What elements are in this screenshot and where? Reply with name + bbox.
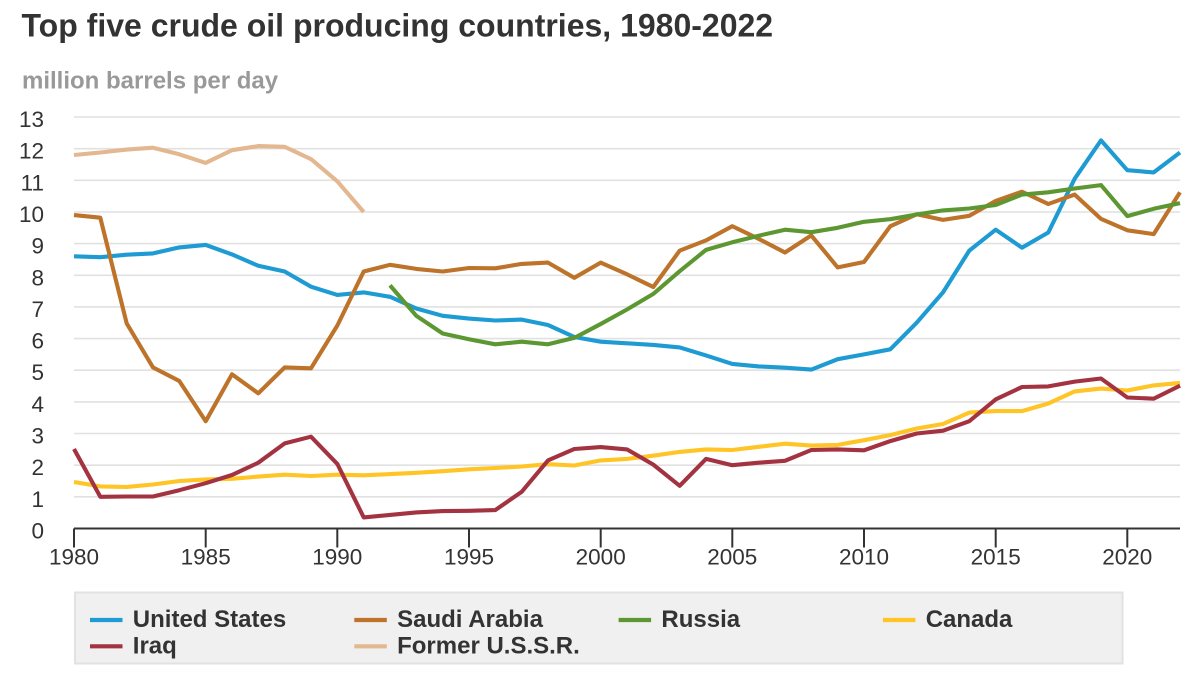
svg-text:1990: 1990 (312, 545, 362, 570)
svg-text:4: 4 (31, 392, 44, 417)
svg-text:9: 9 (31, 234, 44, 259)
svg-text:Iraq: Iraq (133, 632, 177, 659)
svg-text:Former U.S.S.R.: Former U.S.S.R. (397, 632, 580, 659)
svg-text:1995: 1995 (444, 545, 494, 570)
svg-text:1980: 1980 (49, 545, 99, 570)
svg-text:million barrels per day: million barrels per day (22, 67, 279, 94)
svg-text:1985: 1985 (181, 545, 231, 570)
svg-text:Saudi Arabia: Saudi Arabia (397, 606, 543, 633)
svg-text:2010: 2010 (839, 545, 889, 570)
svg-text:8: 8 (31, 265, 44, 290)
svg-text:0: 0 (31, 519, 44, 544)
svg-text:12: 12 (19, 139, 44, 164)
svg-text:5: 5 (31, 360, 44, 385)
svg-text:6: 6 (31, 329, 44, 354)
svg-text:2000: 2000 (576, 545, 626, 570)
svg-text:Top five crude oil producing c: Top five crude oil producing countries, … (22, 8, 774, 44)
svg-text:2005: 2005 (707, 545, 757, 570)
svg-text:2015: 2015 (971, 545, 1021, 570)
svg-text:United States: United States (133, 606, 286, 633)
svg-text:Canada: Canada (926, 606, 1013, 633)
svg-text:7: 7 (31, 297, 44, 322)
svg-text:11: 11 (21, 170, 44, 195)
svg-text:13: 13 (19, 107, 44, 132)
svg-text:2: 2 (31, 455, 44, 480)
svg-text:Russia: Russia (661, 606, 740, 633)
svg-text:1: 1 (31, 487, 44, 512)
svg-text:10: 10 (19, 202, 44, 227)
svg-text:2020: 2020 (1102, 545, 1152, 570)
svg-text:3: 3 (31, 424, 44, 449)
